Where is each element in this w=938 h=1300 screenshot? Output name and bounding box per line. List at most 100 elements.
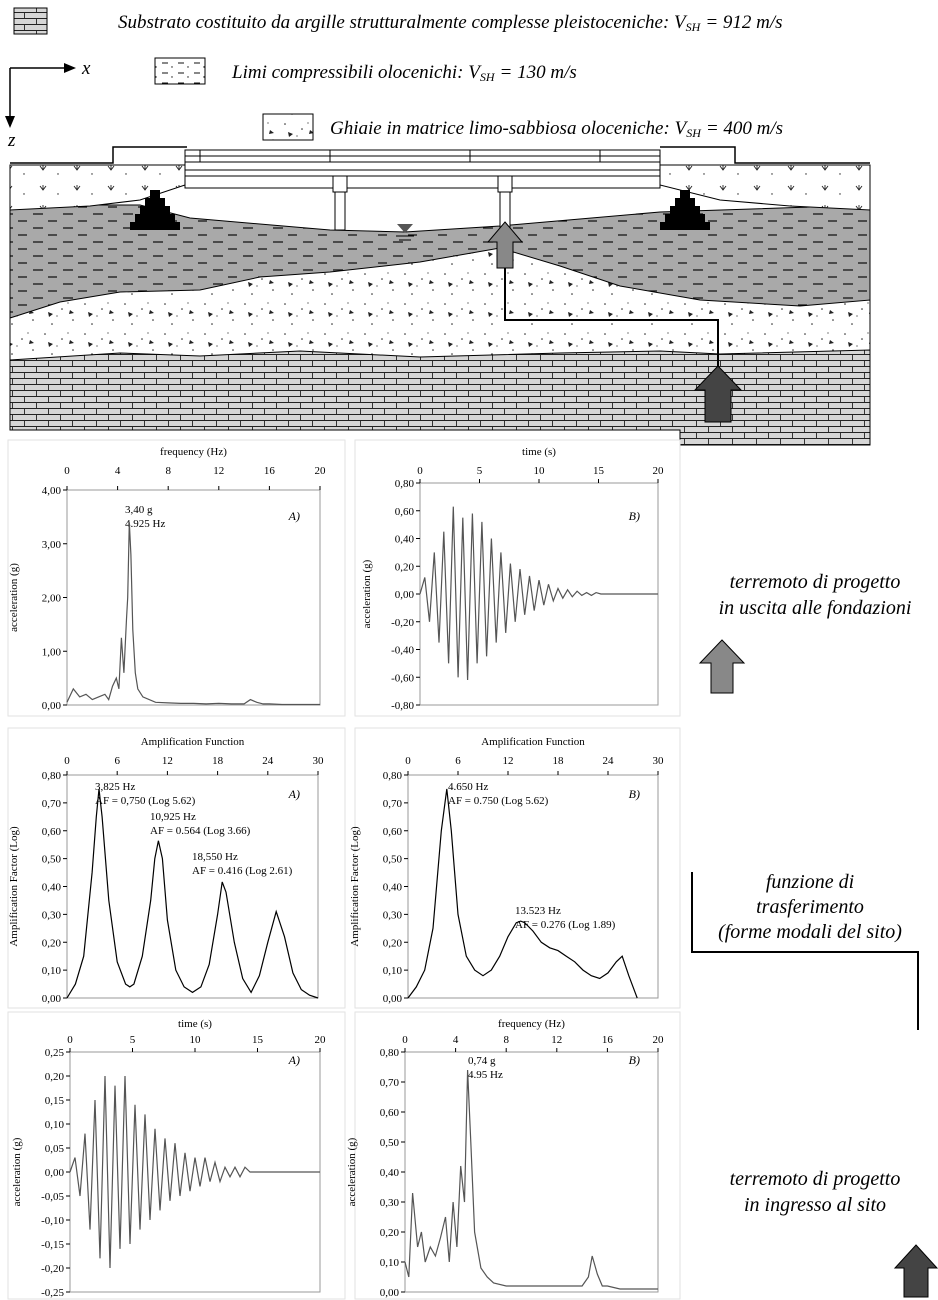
y-tick-label: -0,80 — [391, 700, 414, 712]
caption: (forme modali del sito) — [718, 921, 902, 943]
x-tick-label: 12 — [162, 755, 173, 767]
x-tick-label: 6 — [114, 755, 120, 767]
pier-cap — [332, 175, 348, 193]
legend-subscript: SH — [686, 20, 702, 34]
y-tick-label: 0,40 — [395, 534, 415, 546]
legend-subscript: SH — [686, 126, 702, 140]
x-tick-label: 24 — [603, 755, 615, 767]
plot-area — [66, 489, 321, 706]
y-tick-label: -0,10 — [41, 1215, 64, 1227]
legend-symbol: V — [674, 12, 688, 33]
x-tick-label: 0 — [405, 755, 411, 767]
y-tick-label: 2,00 — [42, 593, 62, 605]
y-axis-title: acceleration (g) — [346, 1137, 358, 1206]
y-tick-label: 0,05 — [45, 1143, 65, 1155]
annotation: AF = 0.750 (Log 5.62) — [448, 795, 549, 807]
y-tick-label: 0,70 — [42, 798, 62, 810]
legend-text: Substrato costituito da argille struttur… — [118, 12, 783, 34]
caption: terremoto di progetto — [730, 1168, 901, 1190]
x-axis-title: time (s) — [522, 446, 556, 458]
y-tick-label: 0,20 — [42, 937, 62, 949]
x-axis-title: time (s) — [178, 1018, 212, 1030]
x-tick-label: 6 — [455, 755, 461, 767]
x-tick-label: 0 — [64, 755, 70, 767]
legend-swatch — [154, 57, 206, 85]
axis-name: x — [81, 58, 91, 79]
panel-frame — [7, 439, 346, 717]
soil-section — [9, 146, 871, 446]
abutment — [130, 190, 180, 230]
y-tick-label: 0,60 — [383, 826, 403, 838]
x-tick-label: 12 — [213, 465, 224, 477]
y-tick-label: 0,50 — [42, 854, 62, 866]
legend-label: Ghiaie in matrice limo-sabbiosa olocenic… — [330, 118, 670, 139]
y-tick-label: 0,00 — [42, 700, 62, 712]
y-tick-label: 0,80 — [383, 770, 403, 782]
substrate-layer — [9, 349, 871, 446]
axes-symbol: x z — [5, 58, 91, 151]
y-tick-label: 0,70 — [383, 798, 403, 810]
x-tick-label: 15 — [252, 1034, 264, 1046]
annotation: AF = 0.564 (Log 3.66) — [150, 825, 251, 837]
plot-area — [407, 774, 659, 999]
x-tick-label: 15 — [593, 465, 605, 477]
panel-label: B) — [629, 509, 640, 523]
annotation: 4.925 Hz — [125, 518, 165, 530]
annotation: 0,74 g — [468, 1055, 496, 1067]
x-axis-title: Amplification Function — [481, 736, 585, 748]
caption: in ingresso al sito — [744, 1194, 886, 1216]
caption: funzione di — [766, 871, 854, 893]
y-tick-label: 0,20 — [383, 937, 403, 949]
bracket — [691, 872, 919, 1030]
panel-label: A) — [288, 787, 300, 801]
input-arrow — [893, 1244, 938, 1298]
y-tick-label: -0,20 — [41, 1263, 64, 1275]
y-tick-label: 0,60 — [395, 506, 415, 518]
wave-path — [504, 268, 719, 366]
y-tick-label: 0,80 — [380, 1047, 400, 1059]
y-tick-label: -0,05 — [41, 1191, 64, 1203]
y-tick-label: 0,10 — [383, 965, 403, 977]
y-tick-label: 0,10 — [45, 1119, 65, 1131]
legend-value: = 912 m/s — [705, 12, 782, 33]
y-axis-title: acceleration (g) — [11, 1137, 23, 1206]
y-tick-label: 0,00 — [42, 993, 62, 1005]
annotation: 4.650 Hz — [448, 781, 488, 793]
axis-name: z — [7, 130, 16, 151]
y-tick-label: 0,10 — [380, 1257, 400, 1269]
annotation: AF = 0,750 (Log 5.62) — [95, 795, 196, 807]
output-arrow — [698, 639, 746, 694]
panel-frame — [354, 439, 681, 717]
x-tick-label: 16 — [602, 1034, 614, 1046]
y-axis-title: acceleration (g) — [8, 563, 20, 632]
x-tick-label: 0 — [67, 1034, 73, 1046]
x-tick-label: 20 — [653, 1034, 665, 1046]
y-tick-label: -0,40 — [391, 645, 414, 657]
water-level — [396, 235, 414, 241]
data-line — [66, 522, 320, 706]
panel-frame — [7, 1011, 346, 1300]
annotation: 10,925 Hz — [150, 811, 196, 823]
bridge-detail — [185, 150, 660, 177]
y-tick-label: 1,00 — [42, 646, 62, 658]
x-tick-label: 5 — [130, 1034, 136, 1046]
caption: in uscita alle fondazioni — [719, 597, 912, 619]
annotation: AF = 0.276 (Log 1.89) — [515, 919, 616, 931]
y-tick-label: 0,40 — [42, 882, 62, 894]
y-tick-label: 0,50 — [380, 1137, 400, 1149]
data-line — [404, 1069, 658, 1290]
legend-swatch — [13, 7, 48, 35]
x-tick-label: 12 — [503, 755, 514, 767]
panel-label: A) — [288, 1053, 300, 1067]
panel-label: B) — [629, 787, 640, 801]
annotation: 13.523 Hz — [515, 905, 561, 917]
legend: Substrato costituito da argille struttur… — [13, 7, 783, 141]
abutment — [660, 190, 710, 230]
x-tick-label: 30 — [313, 755, 325, 767]
x-tick-label: 20 — [315, 1034, 327, 1046]
x-tick-label: 4 — [115, 465, 121, 477]
x-axis-title: Amplification Function — [141, 736, 245, 748]
annotation: 18,550 Hz — [192, 851, 238, 863]
y-tick-label: 0,00 — [395, 589, 415, 601]
